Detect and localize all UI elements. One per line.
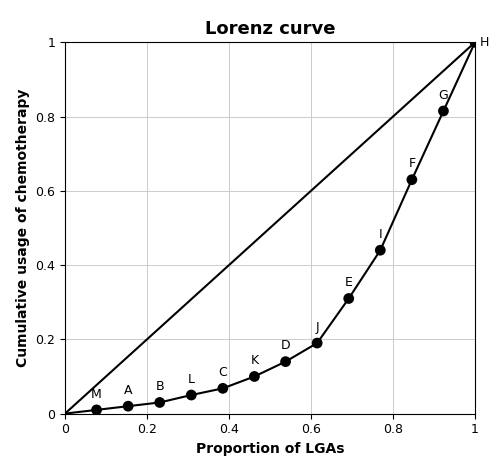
Point bbox=[156, 399, 164, 406]
Title: Lorenz curve: Lorenz curve bbox=[205, 20, 335, 38]
Text: A: A bbox=[124, 384, 132, 397]
Text: I: I bbox=[378, 228, 382, 241]
Text: F: F bbox=[408, 157, 416, 171]
Point bbox=[376, 246, 384, 254]
Point bbox=[250, 373, 258, 380]
Y-axis label: Cumulative usage of chemotherapy: Cumulative usage of chemotherapy bbox=[16, 89, 30, 367]
Text: C: C bbox=[218, 366, 227, 379]
Text: H: H bbox=[480, 36, 490, 49]
Text: J: J bbox=[316, 321, 319, 334]
Text: G: G bbox=[438, 89, 448, 102]
Text: M: M bbox=[91, 388, 102, 400]
Point bbox=[313, 339, 321, 347]
Point bbox=[344, 295, 352, 302]
Point bbox=[188, 391, 196, 399]
Text: B: B bbox=[156, 380, 164, 393]
Point bbox=[408, 176, 416, 183]
Point bbox=[440, 107, 448, 115]
Text: L: L bbox=[188, 373, 195, 386]
Point bbox=[92, 406, 100, 414]
Point bbox=[219, 384, 227, 392]
Point bbox=[471, 39, 479, 46]
Point bbox=[282, 358, 290, 365]
X-axis label: Proportion of LGAs: Proportion of LGAs bbox=[196, 442, 344, 456]
Point bbox=[124, 402, 132, 410]
Text: D: D bbox=[281, 339, 290, 352]
Text: E: E bbox=[345, 276, 352, 289]
Text: K: K bbox=[250, 354, 258, 367]
